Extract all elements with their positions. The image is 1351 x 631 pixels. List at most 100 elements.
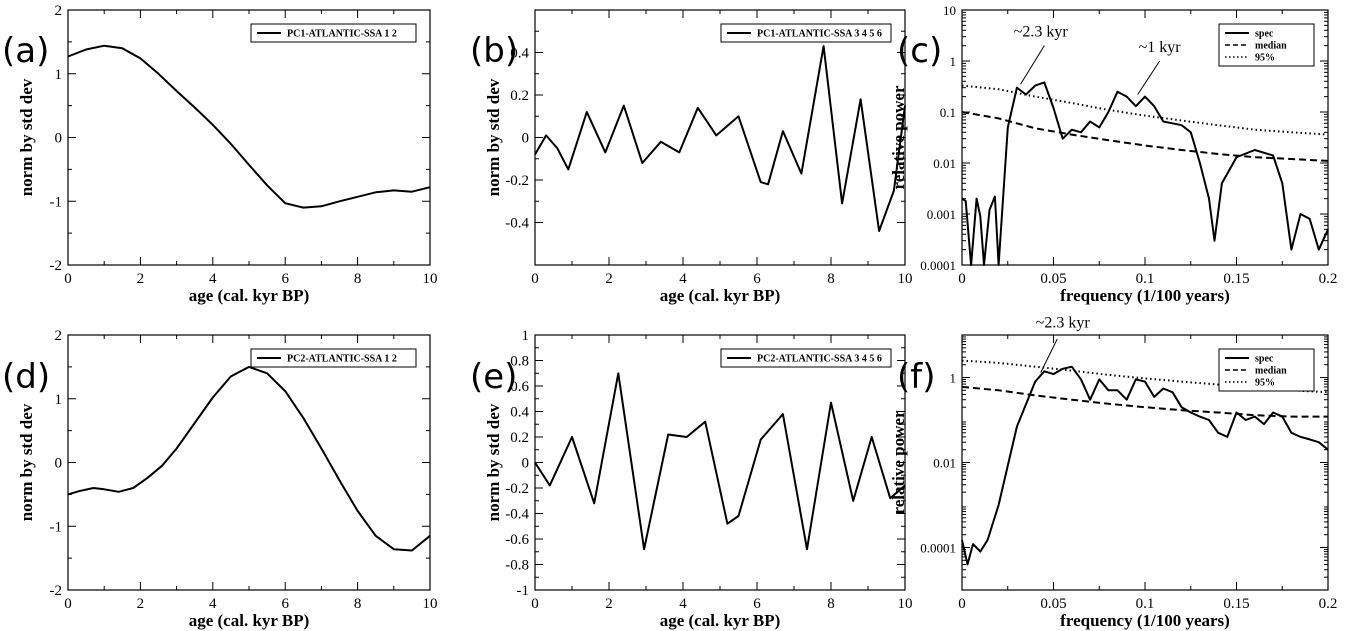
panel-b-y-axis-label: norm by std dev <box>484 78 503 196</box>
panel-c-legend-label: median <box>1255 41 1287 52</box>
panel-d-xtick-label: 2 <box>137 596 145 612</box>
panel-b-ytick-label: 0.4 <box>510 46 529 62</box>
panel-f-xtick-label: 0 <box>958 596 966 612</box>
panel-b-legend: PC1-ATLANTIC-SSA 3 4 5 6 <box>720 23 892 43</box>
panel-e-ytick-label: 0.6 <box>510 379 529 395</box>
panel-a-ytick-label: -1 <box>50 194 63 210</box>
panel-f-letter: (f) <box>897 357 936 397</box>
panel-e-legend-box <box>720 348 892 368</box>
panel-d-legend-label: PC2-ATLANTIC-SSA 1 2 <box>287 354 397 365</box>
panel-b-letter: (b) <box>470 31 518 71</box>
panel-b: 0 2 4 6 8 10 -0.4 -0.2 0 0.2 0.4 age (cal. kyr BP) n… <box>470 9 913 305</box>
panel-d-ytick-label: 2 <box>55 328 63 344</box>
panel-b-xtick-label: 2 <box>605 271 613 287</box>
panel-e-xtick-label: 2 <box>605 596 613 612</box>
panel-a-xtick-label: 4 <box>209 271 217 287</box>
panel-f-legend-label: median <box>1255 366 1287 377</box>
panel-a-legend: PC1-ATLANTIC-SSA 1 2 <box>250 23 417 43</box>
panel-c-annotation-label: ~2.3 kyr <box>1014 24 1069 41</box>
panel-d-xtick-label: 6 <box>281 596 289 612</box>
panel-a: 0 2 4 6 8 10 -2 -1 0 1 2 age (cal. kyr BP) norm by s… <box>2 3 438 305</box>
panel-b-ytick-label: 0.2 <box>510 88 529 104</box>
panel-d-y-axis-label: norm by std dev <box>17 403 36 521</box>
panel-b-x-axis-label: age (cal. kyr BP) <box>660 286 781 305</box>
panel-b-ytick-label: 0 <box>522 131 530 147</box>
panel-c-xtick-label: 0.1 <box>1136 271 1155 287</box>
panel-f-xtick-label: 0.2 <box>1319 596 1338 612</box>
panel-c-xtick-label: 0.05 <box>1040 271 1066 287</box>
panel-f-annotation-label: ~2.3 kyr <box>1036 315 1091 332</box>
panel-a-y-axis-label: norm by std dev <box>17 78 36 196</box>
panel-c-y-axis-label: relative power <box>889 85 908 189</box>
panel-d: 0 2 4 6 8 10 -2 -1 0 1 2 age (cal. kyr BP) norm by s… <box>2 328 438 630</box>
panel-e-x-axis-label: age (cal. kyr BP) <box>660 611 781 630</box>
panel-e-plot-frame <box>534 334 906 591</box>
panel-e-ytick-label: -0.6 <box>505 532 529 548</box>
panel-a-series-pc1-atlantic-ssa-1-2 <box>67 44 431 209</box>
panel-b-plot-frame <box>534 9 906 266</box>
panel-c-series-95 <box>961 84 1329 136</box>
panel-c-ytick-label: 0.001 <box>927 207 956 222</box>
panel-e-ytick-label: -0.2 <box>505 481 529 497</box>
panel-f: 0 0.05 0.1 0.15 0.2 0.0001 0.01 1 frequency (1/1… <box>889 315 1337 630</box>
panel-d-letter: (d) <box>2 357 50 397</box>
panel-c-xtick-label: 0.15 <box>1223 271 1249 287</box>
panel-c-legend-label: 95% <box>1255 53 1275 64</box>
panel-c-xtick-label: 0.2 <box>1319 271 1338 287</box>
panel-e-ytick-label: 0.8 <box>510 354 529 370</box>
panel-c-annotation-line <box>1137 60 1161 95</box>
panel-d-xtick-label: 10 <box>423 596 438 612</box>
panel-c-ytick-label: 1 <box>950 54 957 69</box>
panel-e-ytick-label: -0.4 <box>505 507 529 523</box>
panel-b-xtick-label: 8 <box>827 271 835 287</box>
panel-b-legend-label: PC1-ATLANTIC-SSA 3 4 5 6 <box>757 29 882 40</box>
panel-e-legend: PC2-ATLANTIC-SSA 3 4 5 6 <box>720 348 892 368</box>
panel-b-ytick-label: -0.2 <box>505 173 529 189</box>
panel-d-x-axis-label: age (cal. kyr BP) <box>189 611 310 630</box>
panel-a-letter: (a) <box>2 31 49 71</box>
panel-b-ytick-label: -0.4 <box>505 216 529 232</box>
panel-b-xtick-label: 10 <box>898 271 913 287</box>
panel-f-legend-label: spec <box>1255 354 1274 365</box>
panel-d-ytick-label: 0 <box>55 456 63 472</box>
panel-b-xtick-label: 4 <box>679 271 687 287</box>
panel-f-xtick-label: 0.15 <box>1223 596 1249 612</box>
panel-c-xtick-label: 0 <box>958 271 966 287</box>
panel-f-ytick-label: 0.01 <box>933 456 956 471</box>
panel-e-legend-label: PC2-ATLANTIC-SSA 3 4 5 6 <box>757 354 882 365</box>
panel-a-ytick-label: 2 <box>55 3 63 19</box>
panel-d-xtick-label: 0 <box>64 596 72 612</box>
panel-d-legend-box <box>250 348 417 368</box>
panel-e-ytick-label: 0.4 <box>510 405 529 421</box>
panel-c-legend-label: spec <box>1255 29 1274 40</box>
panel-e-ytick-label: -0.8 <box>505 558 529 574</box>
panel-e-letter: (e) <box>470 357 517 397</box>
panel-f-series-spec <box>961 365 1329 566</box>
panel-d-xtick-label: 4 <box>209 596 217 612</box>
panel-f-annotation-line <box>1040 338 1058 373</box>
panel-a-legend-label: PC1-ATLANTIC-SSA 1 2 <box>287 29 397 40</box>
panel-c-x-axis-label: frequency (1/100 years) <box>1060 286 1230 305</box>
panel-f-legend-label: 95% <box>1255 378 1275 389</box>
panel-d-ytick-label: 1 <box>55 392 63 408</box>
panel-f-y-axis-label: relative power <box>889 410 908 514</box>
panel-d-xtick-label: 8 <box>354 596 362 612</box>
panel-d-plot-frame <box>67 334 431 591</box>
panel-a-ytick-label: -2 <box>50 258 63 274</box>
panel-a-legend-box <box>250 23 417 43</box>
panel-a-x-axis-label: age (cal. kyr BP) <box>189 286 310 305</box>
panel-e-xtick-label: 10 <box>898 596 913 612</box>
panel-f-xtick-label: 0.05 <box>1040 596 1066 612</box>
panel-d-series-pc2-atlantic-ssa-1-2 <box>67 365 431 552</box>
panel-d-legend: PC2-ATLANTIC-SSA 1 2 <box>250 348 417 368</box>
panel-a-xtick-label: 2 <box>137 271 145 287</box>
panel-a-ytick-label: 0 <box>55 131 63 147</box>
panel-b-xtick-label: 0 <box>531 271 539 287</box>
panel-e-ytick-label: -1 <box>517 583 530 599</box>
panel-e-ytick-label: 0.2 <box>510 430 529 446</box>
panel-f-series-median <box>961 385 1328 418</box>
panel-a-xtick-label: 0 <box>64 271 72 287</box>
panel-d-ytick-label: -2 <box>50 583 63 599</box>
